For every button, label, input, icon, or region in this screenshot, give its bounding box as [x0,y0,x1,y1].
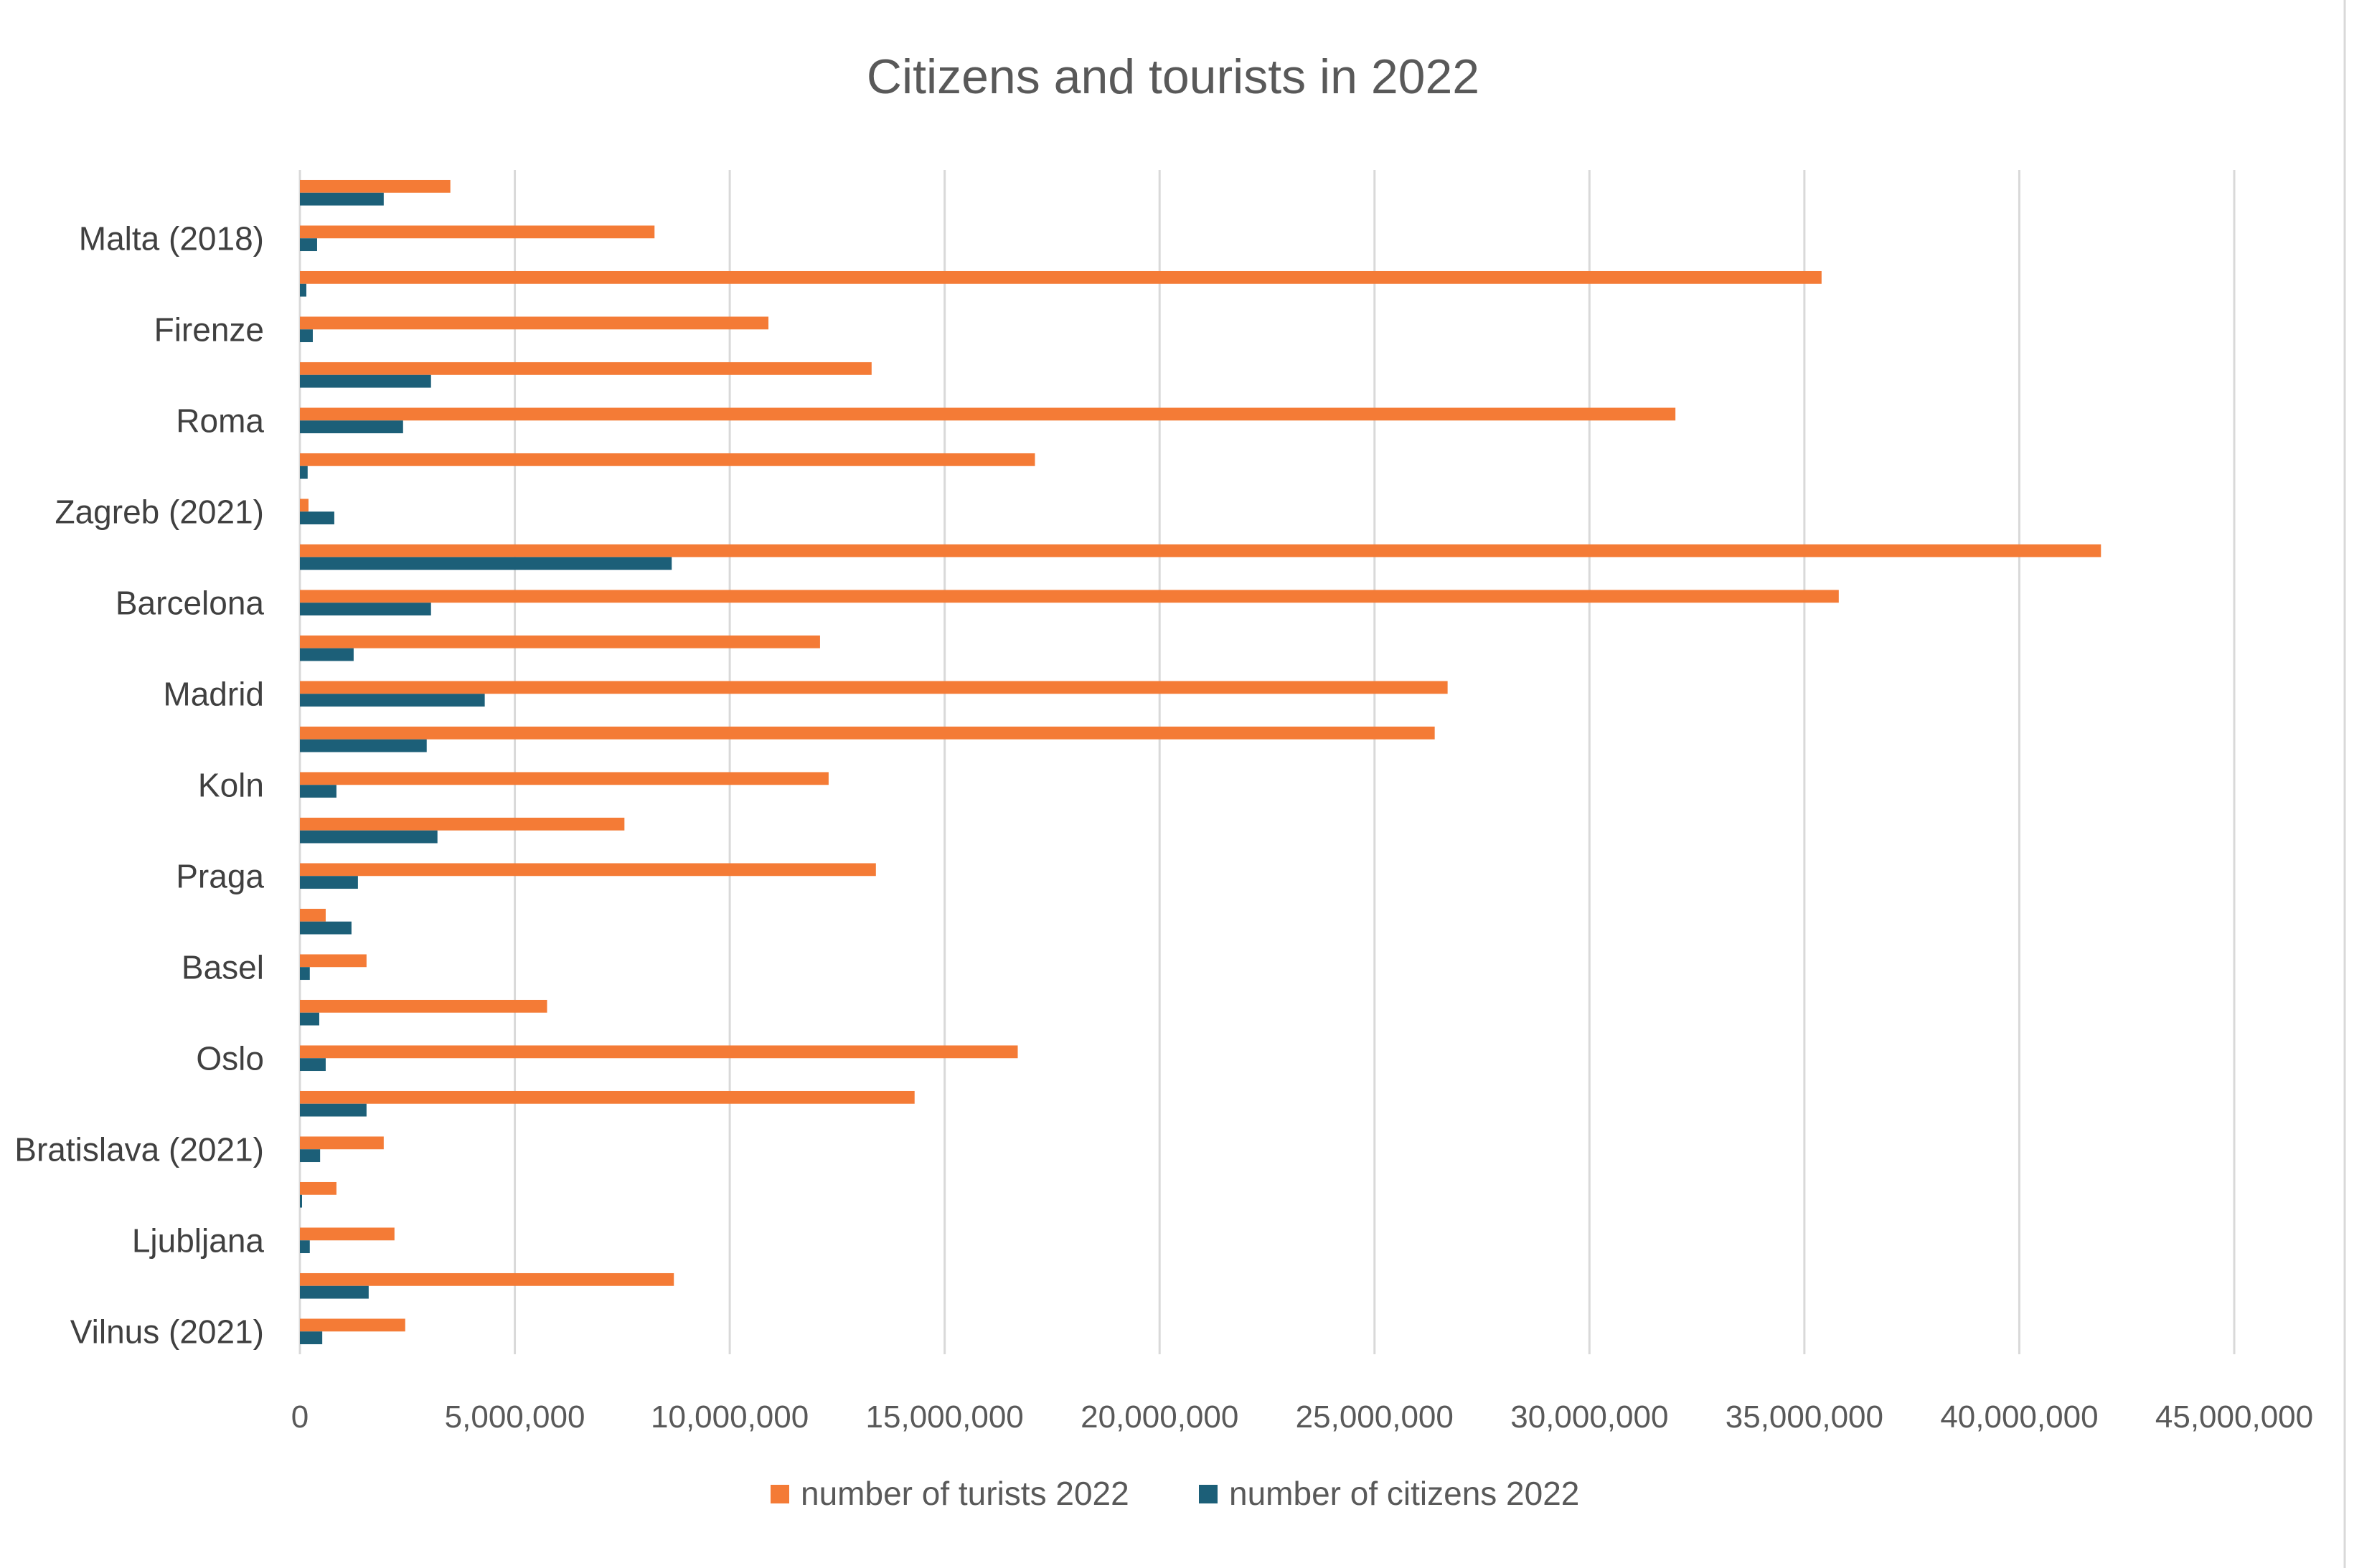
legend-label-turists: number of turists 2022 [801,1475,1129,1512]
legend-swatch-turists [771,1485,789,1503]
bar-turists [300,316,769,330]
bar-citizens [300,420,403,434]
x-tick-label: 5,000,000 [445,1399,585,1435]
bar-turists [300,954,367,968]
bar-turists [300,453,1035,466]
x-tick-label: 35,000,000 [1726,1399,1883,1435]
bar-turists [300,1045,1018,1059]
bar-turists [300,1181,336,1195]
bar-citizens [300,967,310,981]
bar-citizens [300,557,672,570]
chart-title: Citizens and tourists in 2022 [867,49,1479,104]
category-label: Madrid [163,675,264,712]
bar-citizens [300,648,354,661]
bar-citizens [300,785,336,798]
category-label: Praga [176,857,264,894]
bar-turists [300,590,1839,603]
bar-turists [300,863,876,877]
legend-label-citizens: number of citizens 2022 [1229,1475,1579,1512]
bar-turists [300,1318,405,1332]
bar-turists [300,225,655,239]
bar-turists [300,772,829,785]
x-tick-label: 40,000,000 [1940,1399,2098,1435]
x-tick-label: 30,000,000 [1510,1399,1668,1435]
category-labels: Malta (2018) Firenze Roma Zagreb (2021) Barc… [14,219,264,1350]
category-label: Ljubljana [132,1222,265,1259]
bar-citizens [300,876,358,889]
bar-turists [300,1090,915,1104]
bar-citizens [300,921,352,935]
bar-citizens [300,694,485,707]
legend: number of turists 2022 number of citizens… [771,1475,1579,1512]
category-label: Roma [176,402,264,439]
bar-citizens [300,830,438,844]
bars [300,179,2101,1345]
bar-turists [300,270,1822,284]
bar-turists [300,908,326,922]
legend-swatch-citizens [1199,1485,1218,1503]
bar-turists [300,362,872,375]
bar-turists [300,179,451,193]
bar-turists [300,544,2101,557]
bar-turists [300,1136,384,1150]
bar-citizens [300,238,317,252]
category-label: Basel [182,948,264,986]
category-label: Koln [198,766,264,803]
x-tick-label: 45,000,000 [2155,1399,2313,1435]
bar-turists [300,635,820,648]
bar-citizens [300,511,334,525]
x-tick-label: 25,000,000 [1296,1399,1454,1435]
bar-citizens [300,1058,326,1072]
bar-citizens [300,1331,323,1345]
category-label: Malta (2018) [79,219,264,257]
category-label: Vilnus (2021) [70,1313,264,1350]
category-label: Zagreb (2021) [55,493,265,530]
bar-citizens [300,1012,319,1026]
bar-citizens [300,192,384,206]
bar-citizens [300,739,427,752]
bar-citizens [300,1103,367,1117]
bar-citizens [300,603,431,616]
category-label: Firenze [154,311,264,348]
bar-turists [300,499,309,512]
category-label: Barcelona [116,584,265,621]
bar-turists [300,817,625,831]
bar-citizens [300,466,308,479]
bar-turists [300,999,547,1013]
bar-turists [300,407,1676,421]
category-label: Oslo [196,1039,264,1077]
bar-turists [300,1227,395,1241]
x-tick-label: 0 [291,1399,309,1435]
bar-citizens [300,283,306,297]
bar-turists [300,726,1435,740]
bar-turists [300,1272,674,1286]
x-tick-label: 10,000,000 [651,1399,809,1435]
bar-citizens [300,1285,369,1299]
bar-citizens [300,1149,321,1163]
bar-citizens [300,329,313,343]
x-tick-label: 15,000,000 [866,1399,1024,1435]
bar-citizens [300,1194,302,1208]
category-label: Bratislava (2021) [14,1130,264,1168]
x-tick-label: 20,000,000 [1081,1399,1238,1435]
bar-citizens [300,1240,310,1254]
bar-turists [300,681,1448,694]
x-axis-tick-labels: 0 5,000,000 10,000,000 15,000,000 20,000,000… [291,1399,2313,1435]
bar-citizens [300,374,431,388]
